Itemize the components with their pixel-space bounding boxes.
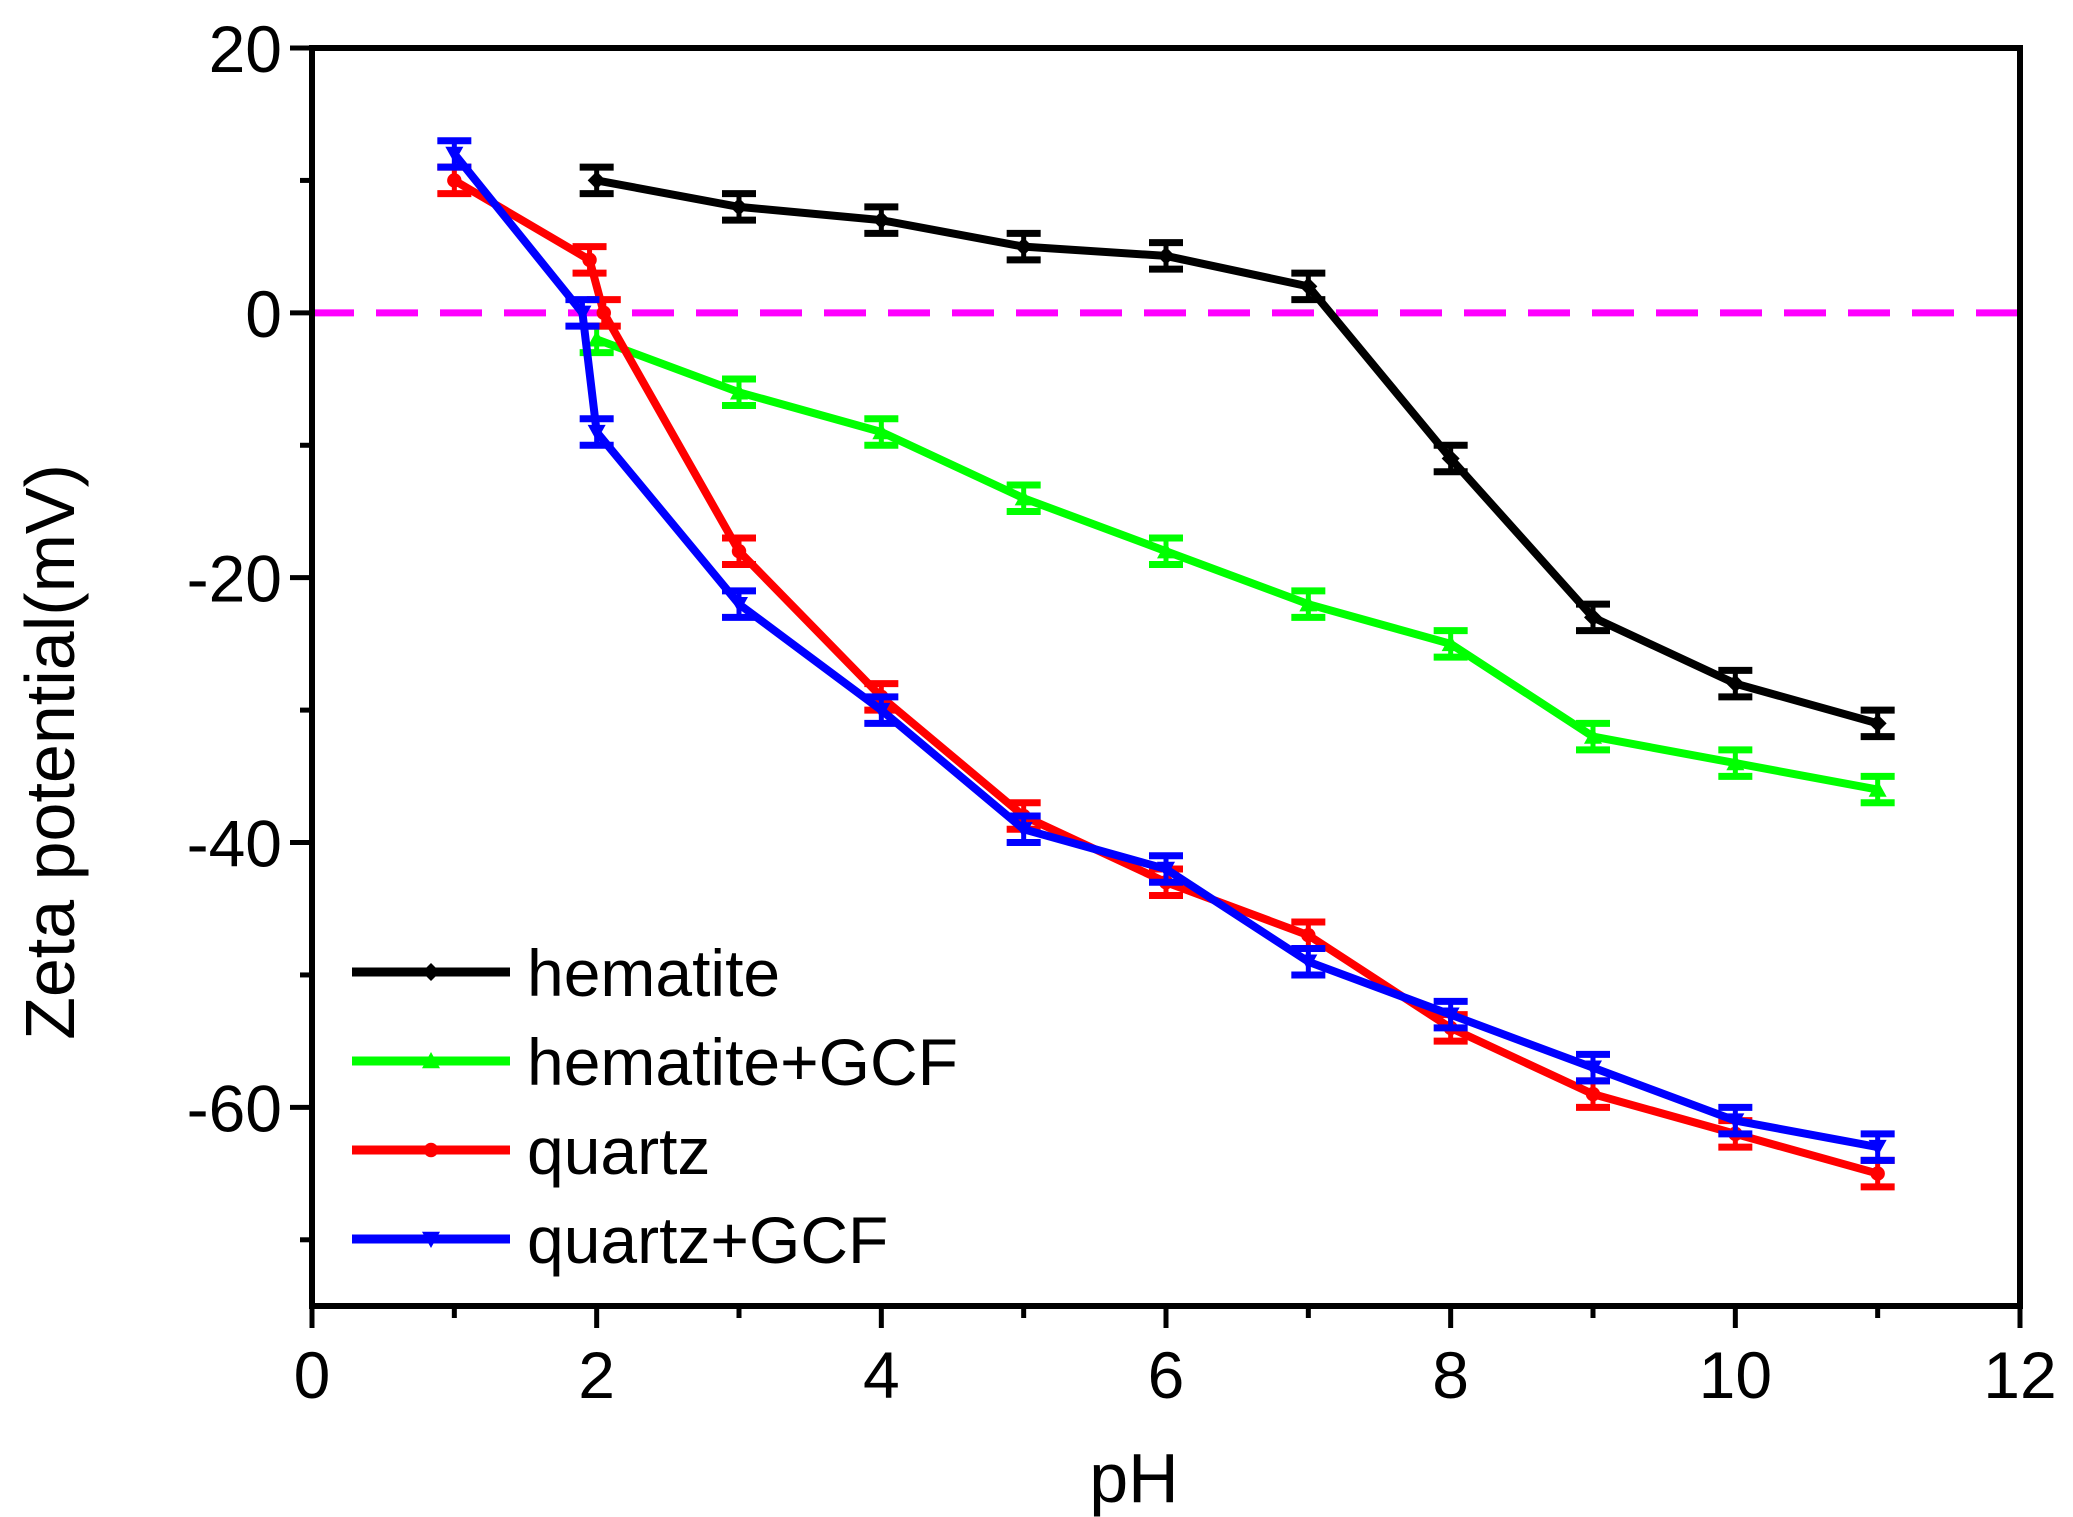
- hematite-point: [1014, 237, 1033, 256]
- hematite-point: [1868, 714, 1887, 733]
- quartz-gcf-point: [1726, 1113, 1745, 1130]
- x-tick-label: 0: [294, 1338, 331, 1412]
- hematite-gcf-point: [1868, 780, 1887, 797]
- hematite-gcf-point: [1299, 595, 1318, 612]
- legend-item-quartz: quartz: [352, 1114, 710, 1188]
- quartz-gcf-point: [1157, 861, 1175, 879]
- legend-label-hematite: hematite: [527, 936, 780, 1010]
- x-tick-label: 6: [1148, 1338, 1185, 1412]
- quartz-gcf-point: [1868, 1139, 1887, 1157]
- quartz-point: [447, 173, 462, 188]
- legend-marker-quartz: [423, 1142, 439, 1158]
- hematite-gcf-point: [1584, 727, 1602, 744]
- series-quartz-gcf: [437, 137, 1895, 1164]
- hematite-point: [1157, 246, 1175, 265]
- x-tick-label: 12: [1983, 1338, 2056, 1412]
- quartz-point: [1870, 1166, 1885, 1181]
- x-tick-label: 2: [578, 1338, 615, 1412]
- quartz-gcf-point: [730, 596, 748, 614]
- hematite-gcf-point: [1014, 489, 1033, 506]
- series-hematite-gcf: [579, 322, 1895, 807]
- hematite-point: [587, 171, 606, 190]
- quartz-gcf-point: [1014, 822, 1033, 839]
- quartz-gcf-point: [573, 305, 592, 322]
- quartz-point: [582, 252, 597, 268]
- x-tick-label: 10: [1699, 1338, 1772, 1412]
- legend-label-quartz: quartz: [527, 1114, 710, 1188]
- hematite-gcf-point: [872, 423, 891, 440]
- quartz-gcf-point: [445, 146, 464, 163]
- hematite-gcf-point: [587, 330, 606, 347]
- legend-item-hematite-gcf: hematite+GCF: [352, 1025, 958, 1099]
- legend-label-hematite-gcf: hematite+GCF: [527, 1025, 958, 1099]
- y-tick-label: -20: [187, 542, 282, 616]
- quartz-point: [1301, 928, 1316, 943]
- hematite-point: [1299, 277, 1318, 296]
- y-tick-label: -60: [187, 1071, 282, 1145]
- quartz-gcf-point: [1441, 1007, 1460, 1024]
- quartz-gcf-point: [1299, 954, 1318, 971]
- hematite-point: [872, 211, 891, 230]
- hematite-point: [1584, 608, 1602, 627]
- x-tick-label: 8: [1432, 1338, 1469, 1412]
- legend-marker-hematite-gcf: [422, 1052, 440, 1069]
- legend-item-quartz-gcf: quartz+GCF: [352, 1203, 888, 1277]
- legend-label-quartz-gcf: quartz+GCF: [527, 1203, 888, 1277]
- series-hematite: [579, 163, 1895, 741]
- quartz-point: [1585, 1086, 1601, 1102]
- x-axis-title: pH: [1089, 1439, 1178, 1517]
- hematite-gcf-line: [592, 335, 1882, 794]
- x-tick-label: 4: [863, 1338, 900, 1412]
- quartz-gcf-line: [450, 149, 1882, 1152]
- y-tick-label: 20: [209, 12, 282, 86]
- quartz-gcf-point: [1584, 1060, 1602, 1077]
- legend-marker-hematite: [422, 963, 440, 981]
- hematite-point: [1726, 674, 1745, 693]
- hematite-line: [592, 176, 1882, 728]
- plot-frame: [309, 45, 2023, 1309]
- hematite-gcf-point: [1441, 634, 1460, 652]
- legend-marker-quartz-gcf: [422, 1231, 440, 1248]
- y-axis-title: Zeta potential(mV): [11, 464, 89, 1040]
- quartz-gcf-point: [587, 424, 606, 442]
- quartz-point: [596, 305, 611, 321]
- y-tick-label: -40: [187, 807, 282, 881]
- hematite-gcf-point: [1157, 542, 1175, 559]
- legend-item-hematite: hematite: [352, 936, 780, 1010]
- y-tick-label: 0: [245, 277, 282, 351]
- quartz-point: [731, 544, 747, 559]
- hematite-point: [1441, 449, 1460, 468]
- quartz-gcf-point: [872, 702, 891, 720]
- hematite-gcf-point: [1726, 754, 1745, 771]
- hematite-gcf-point: [730, 383, 748, 400]
- hematite-point: [730, 197, 748, 216]
